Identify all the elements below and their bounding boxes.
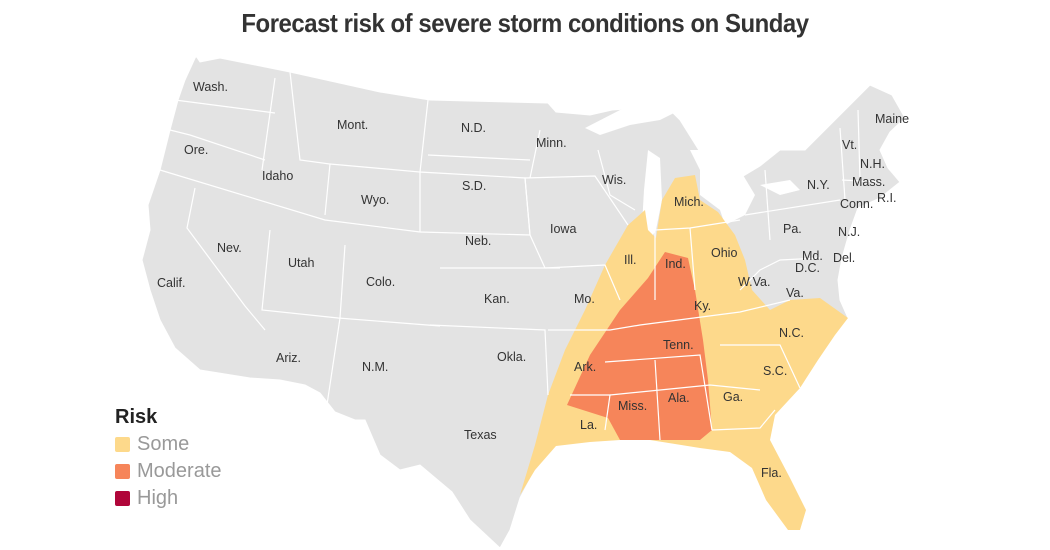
state-label: Ark. (574, 360, 597, 374)
state-label: N.Y. (807, 178, 830, 192)
state-label: Miss. (618, 399, 648, 413)
state-label: N.H. (860, 157, 885, 171)
state-label: La. (580, 418, 598, 432)
state-label: Wash. (193, 80, 228, 94)
state-label: Nev. (217, 241, 242, 255)
state-label: Del. (833, 251, 856, 265)
state-label: Utah (288, 256, 315, 270)
state-label: Mont. (337, 118, 369, 132)
state-label: Ga. (723, 390, 744, 404)
state-label: Ohio (711, 246, 738, 260)
legend-title: Risk (115, 406, 158, 428)
state-label: S.D. (462, 179, 487, 193)
state-label: Mich. (674, 195, 704, 209)
state-label: W.Va. (738, 275, 771, 289)
state-label: Colo. (366, 275, 396, 289)
state-label: Minn. (536, 136, 567, 150)
state-label: Vt. (842, 138, 858, 152)
state-label: Ill. (624, 253, 637, 267)
swatch-moderate (115, 464, 130, 479)
swatch-some (115, 437, 130, 452)
state-label: Kan. (484, 292, 510, 306)
state-label: Idaho (262, 169, 294, 183)
legend-item-moderate: Moderate (115, 458, 222, 485)
state-label: Calif. (157, 276, 186, 290)
legend-label: Some (137, 433, 190, 455)
state-label: Pa. (783, 222, 802, 236)
map-title: Forecast risk of severe storm conditions… (241, 8, 809, 38)
state-label: Iowa (550, 222, 577, 236)
state-label: N.C. (779, 326, 804, 340)
legend-item-some: Some (115, 431, 222, 458)
swatch-high (115, 491, 130, 506)
state-label: Ky. (694, 299, 712, 313)
state-label: Ariz. (276, 351, 301, 365)
legend-item-high: High (115, 485, 222, 512)
state-label: Mo. (574, 292, 595, 306)
legend-label: Moderate (137, 460, 222, 482)
state-label: Fla. (761, 466, 782, 480)
state-label: N.M. (362, 360, 389, 374)
state-label: Okla. (497, 350, 527, 364)
state-label: R.I. (877, 191, 897, 205)
state-label: Md. (802, 249, 823, 263)
state-label: Neb. (465, 234, 492, 248)
state-label: Texas (464, 428, 497, 442)
lake-huron-erie (690, 150, 755, 225)
state-label: Ala. (668, 391, 690, 405)
state-label: Maine (875, 112, 910, 126)
state-label: N.J. (838, 225, 861, 239)
state-label: Wis. (602, 173, 627, 187)
state-label: Tenn. (663, 338, 694, 352)
state-label: Va. (786, 286, 804, 300)
legend: Risk Some Moderate High (115, 406, 222, 512)
state-borders (159, 71, 881, 441)
state-label: N.D. (461, 121, 486, 135)
state-label: Ore. (184, 143, 209, 157)
legend-label: High (137, 487, 179, 509)
lake-ontario (760, 180, 800, 195)
state-label: Wyo. (361, 193, 390, 207)
state-label: Ind. (665, 257, 686, 271)
risk-moderate-area (567, 252, 712, 440)
state-label: S.C. (763, 364, 788, 378)
state-label: Conn. (840, 197, 874, 211)
state-label: D.C. (795, 261, 820, 275)
lake-michigan (642, 150, 662, 240)
lake-superior (585, 100, 680, 135)
state-label: Mass. (852, 175, 886, 189)
